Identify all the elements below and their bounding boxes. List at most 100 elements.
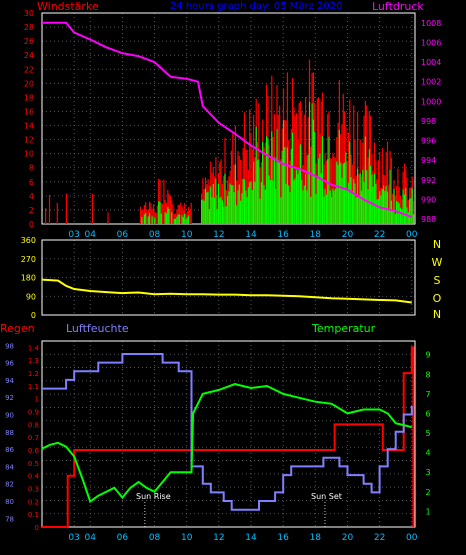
climate-frame bbox=[41, 340, 416, 528]
time-tick-label: 22 bbox=[374, 230, 385, 240]
temperature-line bbox=[41, 383, 413, 504]
compass-label: O bbox=[433, 292, 442, 305]
wind-tick-label: 8 bbox=[29, 164, 34, 173]
temperature-tick-label: 1 bbox=[425, 507, 430, 516]
rain-tick-label: 0.7 bbox=[28, 434, 39, 442]
time-tick-label: 00 bbox=[406, 230, 418, 240]
humidity-tick-label: 94 bbox=[5, 377, 14, 385]
rain-tick-label: 1.1 bbox=[28, 383, 39, 391]
pressure-tick-label: 1008 bbox=[421, 19, 441, 28]
sunrise-label: Sun Rise bbox=[136, 492, 171, 501]
direction-series bbox=[41, 278, 412, 304]
wind-axis-title: Windstärke bbox=[37, 0, 99, 13]
temperature-tick-label: 8 bbox=[425, 370, 430, 379]
time-tick-label: 20 bbox=[342, 533, 354, 543]
rain-axis-title: Regen bbox=[0, 322, 35, 335]
temperature-tick-label: 4 bbox=[425, 449, 430, 458]
compass-label: N bbox=[433, 238, 441, 251]
pressure-tick-label: 998 bbox=[421, 117, 436, 126]
rain-tick-label: 0.1 bbox=[28, 511, 39, 519]
wind-tick-label: 16 bbox=[24, 107, 34, 116]
pressure-tick-label: 1000 bbox=[421, 97, 441, 106]
humidity-tick-label: 88 bbox=[5, 429, 14, 437]
humidity-line bbox=[42, 353, 413, 511]
compass-label: S bbox=[434, 274, 441, 287]
temperature-tick-label: 5 bbox=[425, 429, 430, 438]
rain-tick-label: 0.2 bbox=[28, 498, 39, 506]
rain-tick-label: 1 bbox=[35, 396, 39, 404]
wind-tick-label: 26 bbox=[24, 37, 34, 46]
rain-tick-label: 0 bbox=[35, 524, 39, 532]
wind-tick-label: 14 bbox=[24, 122, 34, 131]
pressure-axis-title: Luftdruck bbox=[372, 0, 424, 13]
temperature-tick-label: 2 bbox=[425, 488, 430, 497]
pressure-tick-label: 990 bbox=[421, 195, 436, 204]
time-tick-label: 03 bbox=[68, 533, 79, 543]
time-tick-label: 20 bbox=[342, 230, 354, 240]
compass-label: W bbox=[432, 256, 443, 269]
time-tick-label: 03 bbox=[68, 230, 79, 240]
time-tick-label: 06 bbox=[117, 533, 129, 543]
time-tick-label: 08 bbox=[149, 230, 161, 240]
temperature-tick-label: 7 bbox=[425, 390, 430, 399]
rain-tick-label: 0.8 bbox=[28, 421, 39, 429]
time-tick-label: 16 bbox=[277, 533, 289, 543]
humidity-tick-label: 80 bbox=[5, 498, 14, 506]
rain-tick-label: 0.3 bbox=[28, 486, 39, 494]
rain-tick-label: 0.5 bbox=[28, 460, 39, 468]
time-tick-label: 14 bbox=[245, 230, 257, 240]
time-tick-label: 10 bbox=[181, 533, 193, 543]
time-tick-label: 22 bbox=[374, 533, 385, 543]
chart-title: 24 hours graph day: 05 März 2020 bbox=[170, 1, 343, 12]
rain-tick-label: 0.4 bbox=[28, 473, 40, 481]
pressure-tick-label: 996 bbox=[421, 137, 436, 146]
wind-tick-label: 4 bbox=[29, 192, 34, 201]
humidity-tick-label: 82 bbox=[5, 481, 14, 489]
wind-tick-label: 20 bbox=[24, 79, 34, 88]
pressure-tick-label: 994 bbox=[421, 156, 436, 165]
time-tick-label: 16 bbox=[277, 230, 289, 240]
direction-tick-label: 90 bbox=[26, 292, 36, 301]
climate-series bbox=[41, 346, 415, 528]
rain-tick-label: 1.3 bbox=[28, 357, 39, 365]
axis-labels: 0246810121416182022242628309889909929949… bbox=[5, 9, 442, 543]
wind-tick-label: 24 bbox=[24, 51, 34, 60]
compass-label: N bbox=[433, 308, 441, 321]
rain-tick-label: 0.6 bbox=[28, 447, 40, 455]
sunset-label: Sun Set bbox=[311, 492, 342, 501]
time-tick-label: 10 bbox=[181, 230, 193, 240]
rain-tick-label: 1.4 bbox=[28, 344, 40, 352]
time-tick-label: 08 bbox=[149, 533, 161, 543]
humidity-tick-label: 78 bbox=[5, 515, 14, 523]
temperature-tick-label: 3 bbox=[425, 468, 430, 477]
time-tick-label: 04 bbox=[85, 230, 97, 240]
wind-tick-label: 30 bbox=[24, 9, 34, 18]
wind-tick-label: 10 bbox=[24, 150, 34, 159]
time-tick-label: 00 bbox=[406, 533, 418, 543]
rain-tick-label: 0.9 bbox=[28, 409, 39, 417]
direction-tick-label: 0 bbox=[31, 311, 36, 320]
direction-grid bbox=[42, 240, 415, 315]
temperature-axis-title: Temperatur bbox=[311, 322, 376, 335]
humidity-tick-label: 92 bbox=[5, 394, 14, 402]
temperature-tick-label: 6 bbox=[425, 409, 430, 418]
temperature-tick-label: 9 bbox=[425, 351, 430, 360]
time-tick-label: 14 bbox=[245, 533, 257, 543]
direction-tick-label: 180 bbox=[21, 274, 36, 283]
wind-tick-label: 22 bbox=[24, 65, 34, 74]
humidity-tick-label: 96 bbox=[5, 360, 14, 368]
time-tick-label: 18 bbox=[310, 533, 322, 543]
direction-frame bbox=[41, 239, 416, 316]
humidity-axis-title: Luftfeuchte bbox=[66, 322, 129, 335]
time-tick-label: 12 bbox=[213, 230, 224, 240]
time-tick-label: 18 bbox=[310, 230, 322, 240]
wind-tick-label: 2 bbox=[29, 206, 34, 215]
wind-bars bbox=[44, 59, 415, 224]
wind-tick-label: 12 bbox=[24, 136, 34, 145]
direction-tick-label: 270 bbox=[21, 255, 36, 264]
time-tick-label: 04 bbox=[85, 533, 97, 543]
humidity-tick-label: 86 bbox=[5, 446, 14, 454]
direction-line bbox=[41, 278, 412, 304]
